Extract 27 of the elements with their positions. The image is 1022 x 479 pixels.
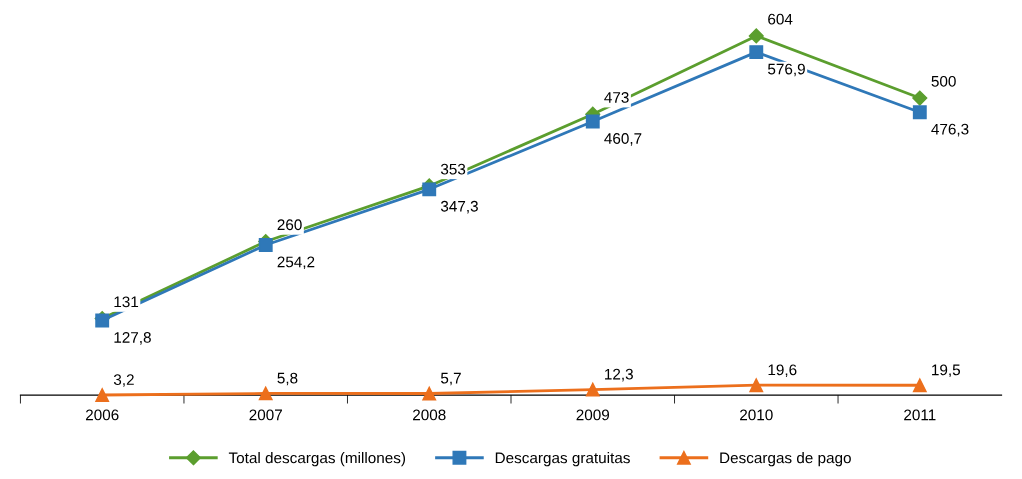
data-label: 5,8 xyxy=(277,372,298,386)
legend-label: Descargas de pago xyxy=(720,452,851,467)
data-label: 476,3 xyxy=(931,123,969,137)
data-label: 131 xyxy=(114,296,139,308)
x-tick-label: 2009 xyxy=(576,409,610,421)
data-label: 12,3 xyxy=(605,368,633,382)
data-label: 19,6 xyxy=(768,364,797,378)
legend-label: Descargas gratuitas xyxy=(495,452,630,467)
data-label: 576,9 xyxy=(768,63,805,77)
data-label: 3,2 xyxy=(113,374,134,387)
data-label: 260 xyxy=(277,219,302,231)
data-label: 19,5 xyxy=(932,364,961,378)
x-tick-label: 2011 xyxy=(904,409,936,421)
x-tick-label: 2010 xyxy=(740,409,773,421)
x-tick-label: 2006 xyxy=(85,409,119,421)
data-label: 473 xyxy=(604,92,629,103)
data-label: 353 xyxy=(440,163,466,175)
data-label: 604 xyxy=(768,13,793,25)
legend-label: Total descargas (millones) xyxy=(228,452,406,467)
data-label: 5,7 xyxy=(440,372,461,386)
data-label: 127,8 xyxy=(114,332,151,345)
data-label: 500 xyxy=(931,75,956,87)
data-label: 460,7 xyxy=(604,133,642,146)
data-label: 254,2 xyxy=(277,256,315,270)
x-tick-label: 2007 xyxy=(249,409,282,421)
x-tick-label: 2008 xyxy=(413,409,446,421)
data-label: 347,3 xyxy=(440,200,478,214)
